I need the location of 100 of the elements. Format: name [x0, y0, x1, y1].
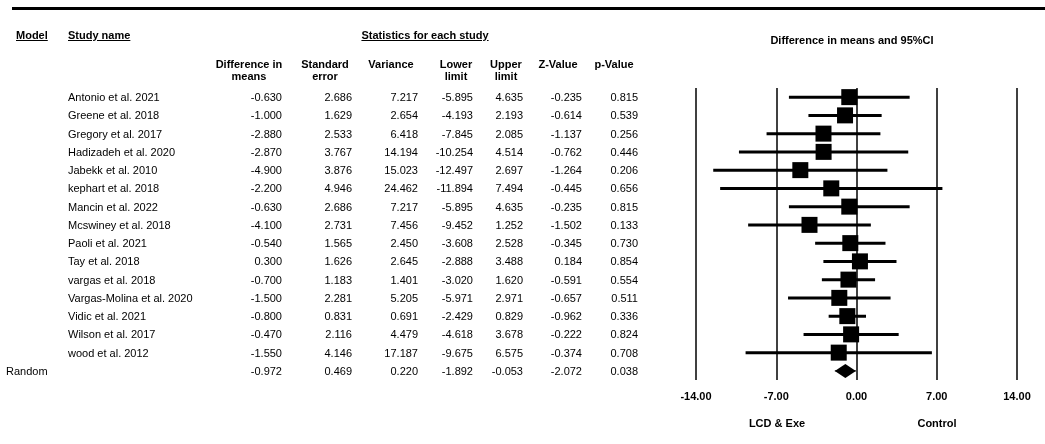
text: 0.539: [610, 109, 638, 122]
text: 0.220: [390, 364, 418, 377]
text: -9.452: [441, 218, 473, 231]
text: 2.533: [324, 127, 352, 140]
category-label: Tay et al. 2018: [68, 255, 140, 268]
category-label: Difference in means: [214, 58, 284, 82]
text: 2.450: [390, 237, 418, 250]
text: 0.446: [610, 145, 638, 158]
text: -0.540: [250, 237, 282, 250]
text: Model: [16, 29, 48, 41]
text: -0.700: [250, 273, 282, 286]
text: 0.511: [611, 291, 638, 304]
text: -5.895: [441, 200, 473, 213]
text: 3.767: [324, 145, 352, 158]
point: [815, 143, 832, 160]
text: -0.657: [550, 291, 582, 304]
text: 6.418: [390, 127, 418, 140]
text: -12.497: [435, 164, 473, 177]
point: [792, 162, 809, 179]
category-label: Standard error: [300, 58, 350, 82]
category-label: Z-Value: [537, 58, 579, 70]
category-label: Greene et al. 2018: [68, 109, 160, 122]
category-label: vargas et al. 2018: [68, 273, 156, 286]
text: -1.550: [250, 346, 282, 359]
text: 2.654: [390, 109, 418, 122]
text: 14.194: [384, 145, 418, 158]
text: -2.429: [441, 310, 473, 323]
text: -0.591: [550, 273, 582, 286]
text: 0.829: [495, 310, 523, 323]
point: [842, 235, 859, 252]
text: -1.000: [250, 109, 282, 122]
x-tick-label: 7.00: [926, 389, 948, 402]
text: Control: [917, 417, 957, 429]
point: [831, 289, 848, 306]
point: [839, 308, 856, 325]
text: -1.502: [550, 218, 582, 231]
text: 0.206: [610, 164, 638, 177]
category-label: wood et al. 2012: [68, 346, 149, 359]
point: [851, 253, 868, 270]
text: 3.876: [324, 164, 352, 177]
text: -5.895: [441, 91, 473, 104]
text: 0.469: [324, 364, 352, 377]
category-label: Jabekk et al. 2010: [68, 164, 158, 177]
text: 2.116: [325, 328, 352, 341]
text: 7.217: [390, 91, 418, 104]
text: -2.870: [250, 145, 282, 158]
text: 1.620: [495, 273, 523, 286]
text: -0.445: [550, 182, 582, 195]
text: 7.217: [390, 200, 418, 213]
text: -2.200: [250, 182, 282, 195]
category-label: Paoli et al. 2021: [68, 237, 147, 250]
text: Study name: [68, 29, 131, 41]
text: -3.608: [441, 237, 473, 250]
category-label: Lower limit: [438, 58, 474, 82]
text: -2.888: [441, 255, 473, 268]
text: -0.630: [250, 91, 282, 104]
point: [843, 326, 860, 343]
text: 0.831: [324, 310, 352, 323]
text: 2.686: [324, 91, 352, 104]
text: 2.528: [495, 237, 523, 250]
text: 1.252: [495, 218, 523, 231]
text: 5.205: [390, 291, 418, 304]
text: 0.038: [610, 364, 638, 377]
text: LCD & Exe: [748, 417, 806, 429]
text: 2.686: [324, 200, 352, 213]
text: -10.254: [435, 145, 473, 158]
text: -2.880: [250, 127, 282, 140]
category-label: Wilson et al. 2017: [68, 328, 156, 341]
text: 0.336: [610, 310, 638, 323]
text: 3.678: [495, 328, 523, 341]
text: 17.187: [384, 346, 418, 359]
text: 6.575: [495, 346, 523, 359]
category-label: Vidic et al. 2021: [68, 310, 147, 323]
category-label: Mancin et al. 2022: [68, 200, 158, 213]
text: -9.675: [441, 346, 473, 359]
text: -0.962: [550, 310, 582, 323]
point: [841, 89, 858, 106]
point: [830, 344, 847, 361]
text: 0.824: [610, 328, 638, 341]
category-label: Antonio et al. 2021: [68, 91, 160, 104]
point: [823, 180, 840, 197]
text: 7.456: [390, 218, 418, 231]
text: 1.565: [324, 237, 352, 250]
text: -1.500: [250, 291, 282, 304]
text: -4.193: [441, 109, 473, 122]
text: -0.053: [491, 364, 523, 377]
category-label: Upper limit: [489, 58, 523, 82]
text: 2.193: [495, 109, 523, 122]
text: 0.815: [610, 91, 638, 104]
text: -0.235: [550, 200, 582, 213]
category-label: p-Value: [593, 58, 635, 70]
text: -0.470: [250, 328, 282, 341]
text: -1.264: [550, 164, 582, 177]
x-tick-label: -14.00: [680, 389, 712, 402]
text: -0.800: [250, 310, 282, 323]
text: -5.971: [441, 291, 473, 304]
text: 2.281: [324, 291, 352, 304]
text: 1.629: [324, 109, 352, 122]
text: 0.554: [610, 273, 638, 286]
category-label: Hadizadeh et al. 2020: [68, 145, 176, 158]
